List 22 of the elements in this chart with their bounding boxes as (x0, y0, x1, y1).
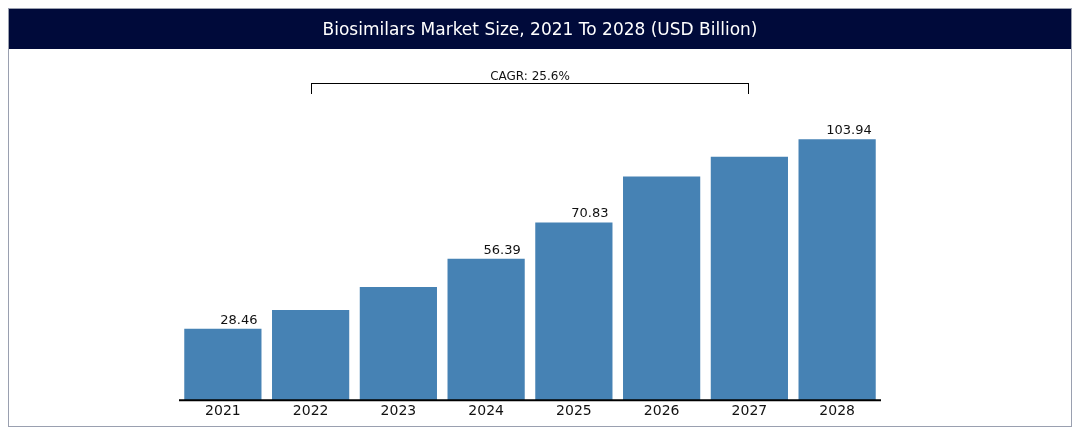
bar (359, 287, 437, 401)
bar (623, 176, 701, 401)
x-tick-label: 2021 (205, 402, 241, 419)
bar (535, 222, 613, 401)
x-tick-label: 2028 (819, 402, 855, 419)
x-tick-label: 2022 (292, 402, 329, 419)
x-tick-label: 2027 (731, 402, 768, 419)
data-label: 103.94 (826, 122, 872, 138)
chart-title: Biosimilars Market Size, 2021 To 2028 (USD Billion) (9, 9, 1071, 49)
x-tick-label: 2023 (380, 402, 417, 419)
text: CAGR: 25.6% (489, 69, 571, 83)
bar (272, 310, 350, 401)
bar (184, 328, 262, 401)
x-tick-label: 2026 (643, 402, 680, 419)
x-tick-label: 2024 (468, 402, 505, 419)
x-tick-label: 2025 (556, 402, 592, 419)
bar (710, 156, 788, 401)
bar (798, 139, 876, 401)
bar (447, 258, 525, 401)
data-label: 28.46 (220, 311, 258, 327)
data-label: 70.83 (571, 205, 609, 221)
data-label: 56.39 (483, 241, 521, 257)
